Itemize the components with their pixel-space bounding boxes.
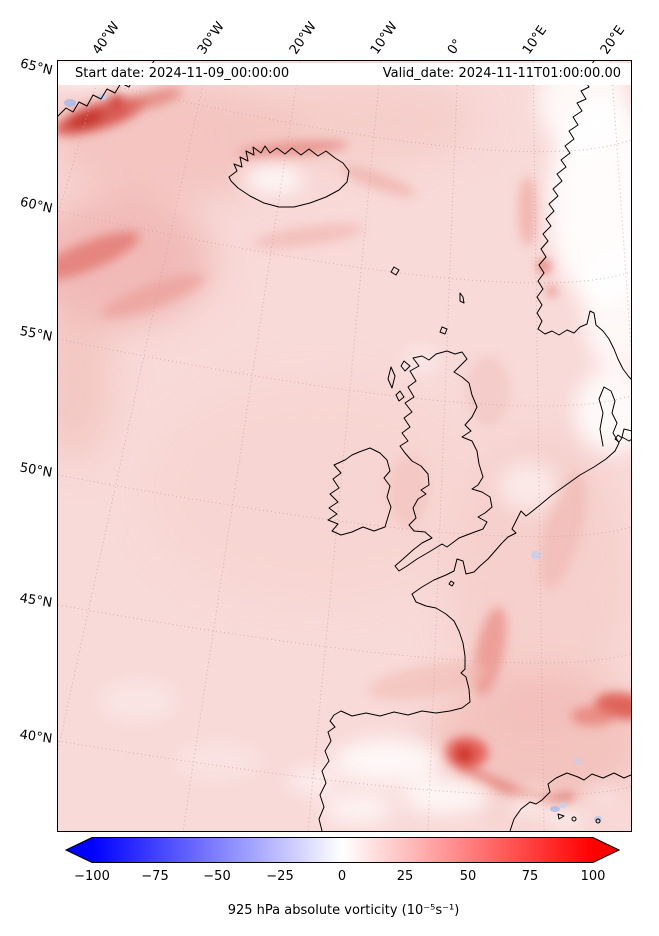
lon-tick-0: 0° — [444, 36, 466, 58]
colorbar — [65, 837, 620, 863]
graticule — [58, 61, 631, 831]
start-date-label: Start date: 2024-11-09_00:00:00 — [75, 66, 290, 81]
lat-tick-65n: 65°N — [18, 56, 54, 79]
negative-vorticity-specks — [64, 94, 602, 822]
vorticity-maxima — [58, 88, 631, 805]
cbar-tick-25: 25 — [396, 869, 414, 884]
valid-date-label: Valid_date: 2024-11-11T01:00:00.00 — [382, 66, 621, 81]
cbar-tick-75: 75 — [521, 869, 539, 884]
lon-tick-20e: 20°E — [597, 23, 629, 58]
cbar-tick-neg100: −100 — [74, 869, 110, 884]
cbar-tick-neg25: −25 — [266, 869, 294, 884]
lat-tick-40n: 40°N — [18, 727, 54, 747]
lon-tick-20w: 20°W — [286, 19, 320, 58]
colorbar-title: 925 hPa absolute vorticity (10⁻⁵s⁻¹) — [227, 903, 460, 918]
date-band: Start date: 2024-11-09_00:00:00 Valid_da… — [58, 63, 631, 85]
lat-tick-50n: 50°N — [18, 460, 54, 481]
lon-tick-10e: 10°E — [519, 23, 551, 58]
low-vorticity-patches — [58, 61, 631, 825]
lon-tick-40w: 40°W — [89, 19, 123, 58]
cbar-tick-50: 50 — [459, 869, 477, 884]
colorbar-gradient — [65, 837, 620, 863]
cbar-tick-neg75: −75 — [141, 869, 169, 884]
cbar-tick-neg50: −50 — [203, 869, 231, 884]
coastlines — [58, 61, 631, 831]
vorticity-map-canvas — [58, 61, 631, 831]
lon-tick-10w: 10°W — [367, 19, 401, 58]
lon-tick-30w: 30°W — [194, 19, 228, 58]
cbar-tick-100: 100 — [580, 869, 606, 884]
lat-tick-45n: 45°N — [18, 590, 54, 611]
lat-tick-60n: 60°N — [18, 194, 54, 217]
lat-tick-55n: 55°N — [18, 323, 54, 345]
map-plot-area: Start date: 2024-11-09_00:00:00 Valid_da… — [57, 60, 632, 832]
cbar-tick-0: 0 — [337, 869, 347, 884]
